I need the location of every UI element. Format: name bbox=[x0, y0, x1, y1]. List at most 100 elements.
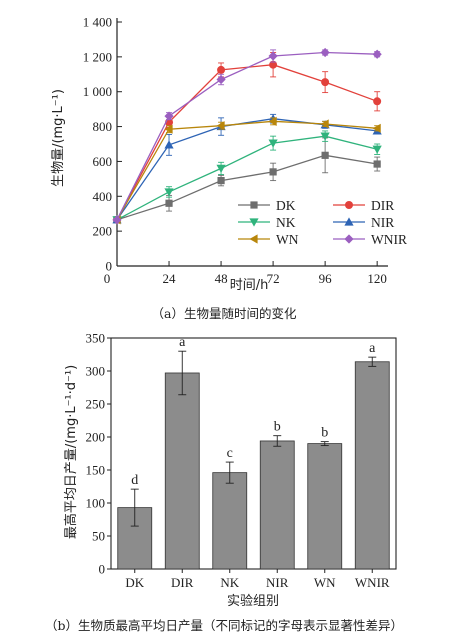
bar-chart-bars: d a c b b a bbox=[117, 335, 390, 570]
line-chart-series bbox=[112, 47, 382, 225]
bar-chart-y-tick-label: 150 bbox=[86, 463, 106, 478]
bar-chart-x-tick-label: WN bbox=[314, 575, 336, 590]
series-nir bbox=[112, 113, 382, 224]
legend-item-wnir: WNIR bbox=[333, 232, 407, 247]
data-point bbox=[217, 177, 225, 185]
bar-chart-axes bbox=[110, 337, 397, 570]
line-chart-x-tick-label: 120 bbox=[367, 271, 387, 286]
series-nk bbox=[112, 130, 382, 225]
legend-label: DK bbox=[276, 198, 296, 213]
legend-label: NK bbox=[276, 215, 296, 230]
legend-item-dk: DK bbox=[238, 198, 296, 213]
legend-label: WNIR bbox=[371, 232, 407, 247]
line-chart-caption: （a）生物量随时间的变化 bbox=[152, 306, 297, 321]
bar-group-nk: c bbox=[212, 446, 248, 570]
data-point bbox=[164, 188, 174, 197]
line-chart-y-tick-label: 600 bbox=[93, 154, 113, 169]
data-point bbox=[269, 60, 278, 69]
bar-chart-y-tick-label: 250 bbox=[86, 397, 106, 412]
bar-chart-x-tick-label: DK bbox=[125, 575, 144, 590]
series-line bbox=[116, 154, 378, 221]
data-point bbox=[164, 124, 173, 134]
bar-chart-y-axis-label: 最高平均日产量/(mg·L⁻¹·d⁻¹) bbox=[63, 365, 79, 539]
legend-marker bbox=[344, 234, 354, 244]
significance-letter: c bbox=[227, 446, 233, 461]
series-line bbox=[116, 118, 378, 221]
bar-chart-y-tick-label: 200 bbox=[86, 430, 106, 445]
data-point bbox=[373, 97, 382, 106]
bar bbox=[164, 372, 200, 570]
bar-chart-x-tick-label: NIR bbox=[266, 575, 289, 590]
data-point bbox=[165, 199, 173, 207]
bar-chart-y-ticks: 0 50 100 150 200 250 300 350 bbox=[86, 331, 111, 577]
data-point bbox=[216, 164, 226, 173]
data-point bbox=[320, 132, 330, 141]
line-chart-x-ticks: 0 24 48 72 96 120 bbox=[104, 261, 387, 286]
data-point bbox=[372, 123, 381, 133]
line-chart-y-tick-label: 1 200 bbox=[83, 49, 112, 64]
bar-group-dk: d bbox=[117, 473, 153, 570]
bar-group-nir: b bbox=[259, 420, 295, 570]
line-chart-axes bbox=[116, 18, 388, 267]
bar bbox=[259, 440, 295, 570]
legend-label: DIR bbox=[371, 198, 394, 213]
data-point bbox=[164, 140, 174, 149]
significance-letter: b bbox=[274, 420, 281, 435]
legend-label: WN bbox=[276, 232, 299, 247]
legend-item-wn: WN bbox=[238, 232, 299, 247]
data-point bbox=[269, 168, 277, 176]
bar-chart-x-axis-label: 实验组别 bbox=[227, 593, 279, 609]
series-line bbox=[116, 135, 378, 221]
data-point bbox=[321, 151, 329, 159]
line-chart-y-tick-label: 400 bbox=[93, 189, 113, 204]
bar-chart-y-tick-label: 0 bbox=[99, 562, 106, 577]
bar-group-wnir: a bbox=[354, 341, 390, 570]
line-chart-y-tick-label: 200 bbox=[93, 224, 113, 239]
data-point bbox=[372, 145, 382, 154]
line-chart-x-tick-label: 72 bbox=[267, 271, 280, 286]
legend-marker bbox=[344, 217, 354, 226]
data-point bbox=[216, 121, 225, 131]
data-point bbox=[373, 160, 381, 168]
data-point bbox=[320, 119, 329, 129]
data-point bbox=[268, 116, 277, 126]
bar-chart-caption: （b）生物质最高平均日产量（不同标记的字母表示显著性差异） bbox=[45, 618, 403, 633]
data-point bbox=[112, 215, 122, 225]
data-point bbox=[216, 74, 226, 85]
series-line bbox=[116, 120, 378, 221]
bar-chart-x-tick-label: DIR bbox=[171, 575, 194, 590]
legend-label: NIR bbox=[371, 215, 394, 230]
series-wnir bbox=[112, 47, 382, 225]
significance-letter: d bbox=[131, 473, 138, 488]
bar-group-wn: b bbox=[307, 426, 343, 570]
legend-marker bbox=[345, 201, 353, 209]
bar-chart-y-tick-label: 50 bbox=[92, 529, 105, 544]
line-chart-x-tick-label: 48 bbox=[215, 271, 228, 286]
series-dir bbox=[113, 52, 382, 224]
legend-marker bbox=[250, 201, 258, 209]
daily-yield-bar-chart: 0 50 100 150 200 250 300 350 d a c b b a DK DIR NK NIR W… bbox=[45, 331, 403, 634]
data-point bbox=[217, 65, 226, 74]
legend-item-nk: NK bbox=[238, 215, 296, 230]
bar-chart-frame bbox=[110, 337, 397, 570]
data-point bbox=[268, 139, 278, 148]
line-chart-x-tick-label: 0 bbox=[104, 271, 111, 286]
bar-group-dir: a bbox=[164, 335, 200, 570]
line-chart-y-tick-label: 0 bbox=[106, 259, 113, 274]
legend-marker bbox=[249, 218, 259, 227]
bar-chart-x-tick-label: NK bbox=[220, 575, 239, 590]
line-chart-y-tick-label: 800 bbox=[93, 119, 113, 134]
bar bbox=[354, 361, 390, 570]
line-chart-y-ticks: 0 200 400 600 800 1 000 1 200 1 400 bbox=[83, 15, 122, 274]
data-point bbox=[372, 49, 382, 59]
series-line bbox=[116, 51, 378, 221]
bar bbox=[307, 443, 343, 570]
bar-chart-x-tick-label: WNIR bbox=[355, 575, 390, 590]
significance-letter: a bbox=[179, 335, 186, 350]
line-chart-y-tick-label: 1 000 bbox=[83, 84, 112, 99]
biomass-line-chart: 0 200 400 600 800 1 000 1 200 1 400 0 24 48 72 96 12… bbox=[51, 15, 407, 322]
data-point bbox=[320, 47, 330, 58]
line-chart-x-axis-label: 时间/h bbox=[230, 278, 269, 293]
data-point bbox=[268, 51, 278, 61]
bar-chart-y-tick-label: 300 bbox=[86, 364, 106, 379]
